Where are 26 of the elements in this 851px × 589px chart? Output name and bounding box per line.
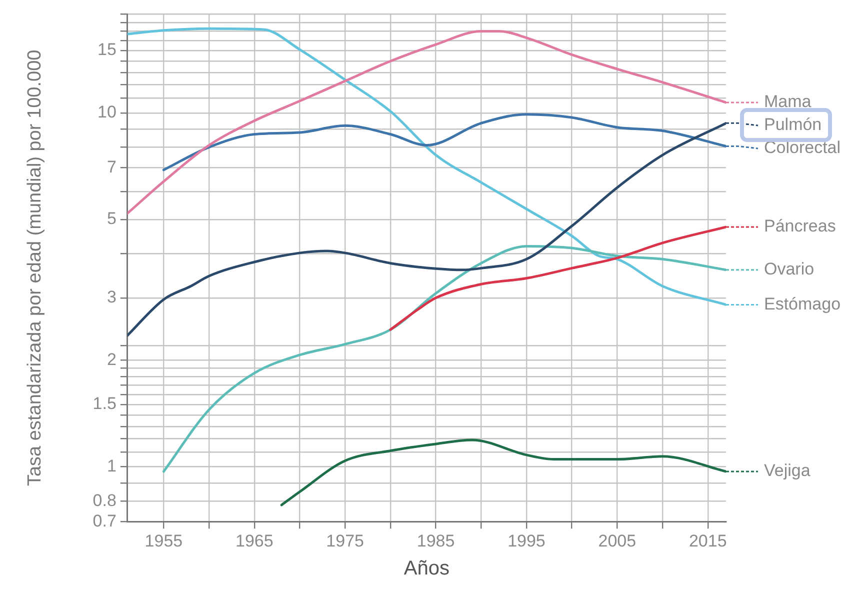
legend-label: Estómago (764, 294, 841, 314)
x-tick-label: 1965 (235, 531, 274, 550)
x-tick-label: 1985 (416, 531, 455, 550)
y-tick-label: 5 (106, 209, 116, 228)
x-tick-label: 2005 (598, 531, 636, 550)
y-tick-label: 3 (106, 288, 116, 307)
legend-label: Pulmón (764, 115, 822, 134)
y-tick-label: 1 (106, 456, 116, 476)
y-axis-title: Tasa estandarizada por edad (mundial) por 100.000 (24, 50, 46, 486)
x-axis-title: Años (404, 558, 450, 580)
y-tick-label: 2 (106, 350, 116, 369)
y-tick-label: 7 (106, 157, 116, 176)
y-tick-label: 1.5 (92, 394, 116, 414)
y-tick-label: 0.7 (92, 511, 116, 530)
x-tick-label: 1975 (326, 531, 364, 550)
legend-label: Vejiga (764, 461, 811, 480)
x-tick-label: 1955 (144, 531, 183, 550)
legend-label: Mama (764, 92, 812, 112)
y-tick-label: 0.8 (92, 490, 116, 510)
x-tick-label: 1995 (508, 531, 546, 550)
legend-label: Colorectal (764, 138, 841, 158)
x-tick-label: 2015 (688, 531, 727, 550)
legend-label: Ovario (764, 260, 814, 279)
legend-label: Páncreas (764, 216, 836, 236)
y-tick-label: 15 (98, 40, 116, 60)
y-tick-label: 10 (98, 102, 116, 122)
